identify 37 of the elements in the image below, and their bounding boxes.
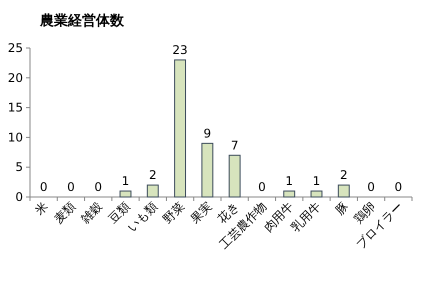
- data-label: 0: [67, 180, 75, 194]
- data-label: 1: [122, 174, 130, 188]
- bar: [201, 142, 214, 198]
- chart-title: 農業経営体数: [39, 13, 125, 29]
- y-tick-label: 15: [8, 100, 23, 115]
- data-label: 0: [40, 180, 48, 194]
- data-label: 0: [258, 180, 266, 194]
- bar: [283, 190, 296, 198]
- data-label: 0: [367, 180, 375, 194]
- data-label: 9: [204, 126, 212, 140]
- data-label: 0: [394, 180, 402, 194]
- data-label: 23: [172, 42, 188, 57]
- data-label: 1: [312, 174, 320, 188]
- x-tick-label: 麦類: [51, 199, 78, 226]
- x-tick-label: 豆類: [106, 199, 133, 226]
- y-tick-label: 20: [8, 70, 23, 85]
- x-tick-label: 果実: [188, 199, 214, 226]
- bar: [310, 190, 322, 198]
- y-tick-label: 10: [8, 130, 23, 144]
- data-label: 1: [285, 174, 294, 188]
- data-label: 0: [94, 180, 102, 194]
- x-tick-label: 豚: [332, 199, 351, 218]
- x-tick-label: 鶏卵: [351, 199, 378, 226]
- x-tick-label: 雑穀: [78, 199, 106, 226]
- data-label: 2: [340, 168, 348, 182]
- bar: [120, 190, 132, 198]
- data-label: 7: [230, 138, 238, 152]
- x-tick-label: 野菜: [160, 199, 188, 226]
- bar: [228, 154, 241, 198]
- y-tick-label: 5: [15, 160, 23, 174]
- y-tick-label: 0: [15, 190, 23, 204]
- bar: [338, 184, 350, 198]
- bar: [146, 184, 159, 198]
- x-tick-label: 米: [32, 199, 51, 218]
- y-tick-label: 25: [8, 41, 23, 55]
- bar: [174, 59, 186, 198]
- data-label: 2: [148, 168, 157, 182]
